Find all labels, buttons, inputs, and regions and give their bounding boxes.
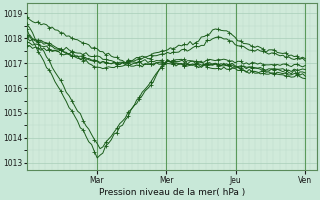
X-axis label: Pression niveau de la mer( hPa ): Pression niveau de la mer( hPa ) xyxy=(99,188,245,197)
